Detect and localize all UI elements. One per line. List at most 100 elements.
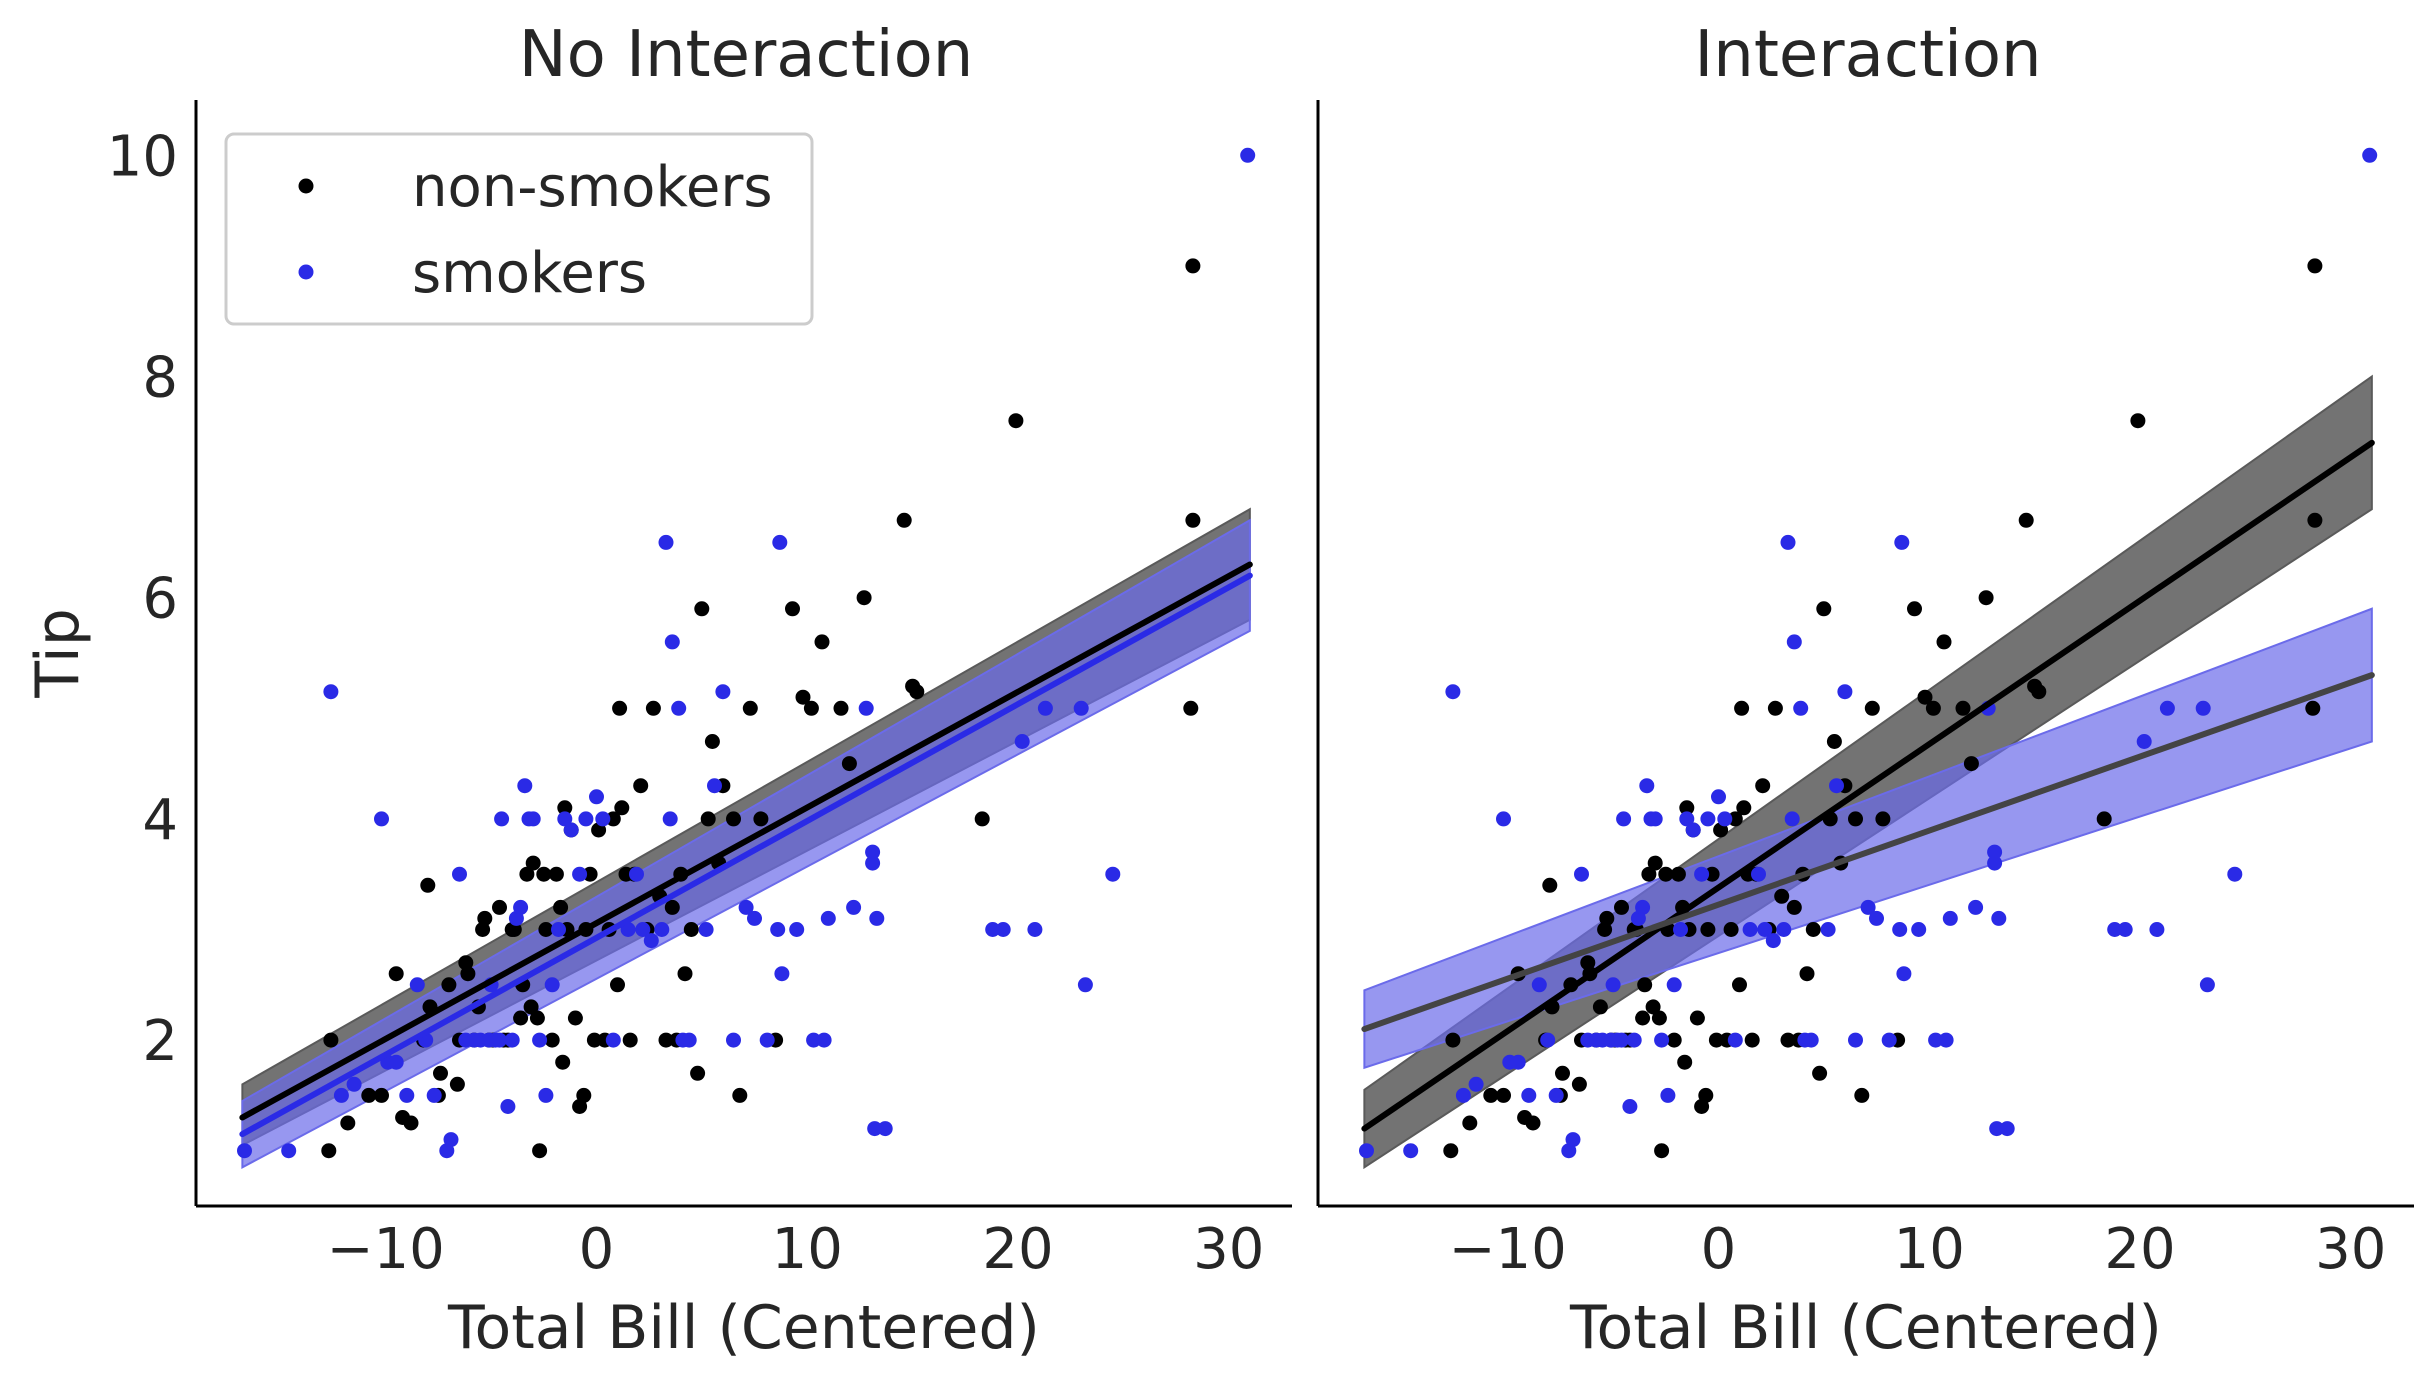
point-non-smokers — [1647, 855, 1663, 871]
point-smokers — [1860, 899, 1876, 915]
point-smokers — [1848, 1032, 1863, 1048]
point-smokers — [1445, 684, 1461, 700]
point-smokers — [1660, 1087, 1676, 1103]
legend-label-smokers: smokers — [412, 241, 647, 306]
x-tick-label: 0 — [579, 1217, 615, 1282]
point-non-smokers — [645, 700, 661, 716]
point-smokers — [1881, 1032, 1897, 1048]
point-smokers — [2227, 866, 2243, 882]
point-smokers — [2107, 922, 2123, 937]
point-non-smokers — [803, 700, 819, 716]
point-non-smokers — [1698, 1087, 1714, 1103]
point-non-smokers — [1555, 1065, 1570, 1081]
point-smokers — [707, 778, 722, 794]
point-smokers — [1896, 966, 1912, 982]
point-smokers — [747, 910, 762, 926]
point-smokers — [2117, 922, 2133, 937]
point-non-smokers — [403, 1115, 419, 1131]
point-smokers — [1991, 910, 2007, 926]
legend-marker-smokers — [298, 264, 314, 280]
point-smokers — [1616, 811, 1632, 827]
point-non-smokers — [582, 866, 598, 882]
point-non-smokers — [586, 1032, 602, 1048]
point-non-smokers — [610, 977, 625, 993]
point-smokers — [759, 1032, 775, 1048]
point-non-smokers — [694, 601, 710, 617]
point-smokers — [532, 1032, 548, 1048]
point-smokers — [2149, 922, 2165, 937]
point-non-smokers — [1936, 634, 1952, 650]
point-non-smokers — [553, 899, 569, 915]
point-non-smokers — [677, 966, 693, 982]
point-non-smokers — [1917, 689, 1933, 705]
point-non-smokers — [529, 1010, 545, 1026]
point-non-smokers — [1185, 258, 1201, 274]
point-smokers — [1911, 922, 1927, 937]
point-non-smokers — [622, 1032, 638, 1048]
point-non-smokers — [1812, 1065, 1828, 1081]
point-non-smokers — [532, 1143, 548, 1159]
x-tick-label: 10 — [772, 1217, 843, 1282]
x-axis-label: Total Bill (Centered) — [1569, 1293, 2162, 1363]
point-non-smokers — [525, 855, 541, 871]
point-non-smokers — [1483, 1087, 1499, 1103]
point-smokers — [1987, 855, 2003, 871]
legend-label-non-smokers: non-smokers — [412, 155, 773, 220]
point-non-smokers — [477, 910, 493, 926]
point-non-smokers — [1183, 700, 1199, 716]
point-smokers — [2195, 700, 2211, 716]
point-smokers — [1837, 684, 1853, 700]
point-smokers — [1869, 910, 1884, 926]
point-smokers — [1647, 811, 1663, 827]
point-smokers — [1793, 700, 1809, 716]
point-smokers — [846, 899, 862, 915]
point-smokers — [1776, 922, 1792, 937]
point-smokers — [1468, 1076, 1484, 1092]
point-smokers — [1073, 700, 1089, 716]
point-smokers — [1780, 534, 1796, 550]
point-smokers — [1455, 1087, 1471, 1103]
point-non-smokers — [1654, 1143, 1670, 1159]
point-non-smokers — [1727, 811, 1743, 827]
point-smokers — [995, 922, 1011, 937]
point-smokers — [1605, 977, 1621, 993]
point-non-smokers — [433, 1065, 448, 1081]
point-non-smokers — [1786, 899, 1802, 915]
point-smokers — [985, 922, 1001, 937]
point-smokers — [281, 1143, 297, 1159]
point-smokers — [452, 866, 467, 882]
point-smokers — [1700, 811, 1716, 827]
point-non-smokers — [513, 1010, 529, 1026]
x-axis-label: Total Bill (Centered) — [447, 1293, 1040, 1363]
point-non-smokers — [557, 800, 573, 816]
point-non-smokers — [374, 1087, 389, 1103]
point-non-smokers — [492, 899, 507, 915]
point-non-smokers — [896, 512, 912, 528]
point-smokers — [1679, 811, 1695, 827]
point-smokers — [517, 778, 533, 794]
point-non-smokers — [361, 1087, 377, 1103]
point-smokers — [525, 811, 541, 827]
point-non-smokers — [664, 899, 680, 915]
point-smokers — [1510, 1054, 1526, 1070]
point-non-smokers — [785, 601, 800, 617]
point-smokers — [816, 1032, 832, 1048]
point-smokers — [774, 966, 790, 982]
point-non-smokers — [1744, 1032, 1760, 1048]
point-non-smokers — [1774, 888, 1790, 904]
point-non-smokers — [1755, 778, 1771, 794]
fit-line-non-smokers — [239, 561, 1253, 1121]
point-smokers — [1727, 1032, 1743, 1048]
point-smokers — [374, 811, 389, 827]
point-smokers — [738, 899, 754, 915]
point-smokers — [409, 977, 425, 993]
point-smokers — [1531, 977, 1547, 993]
point-non-smokers — [2031, 684, 2047, 700]
point-non-smokers — [690, 1065, 706, 1081]
point-smokers — [726, 1032, 741, 1048]
point-non-smokers — [544, 1032, 560, 1048]
point-non-smokers — [753, 811, 769, 827]
point-non-smokers — [2305, 700, 2321, 716]
point-smokers — [1742, 922, 1758, 937]
